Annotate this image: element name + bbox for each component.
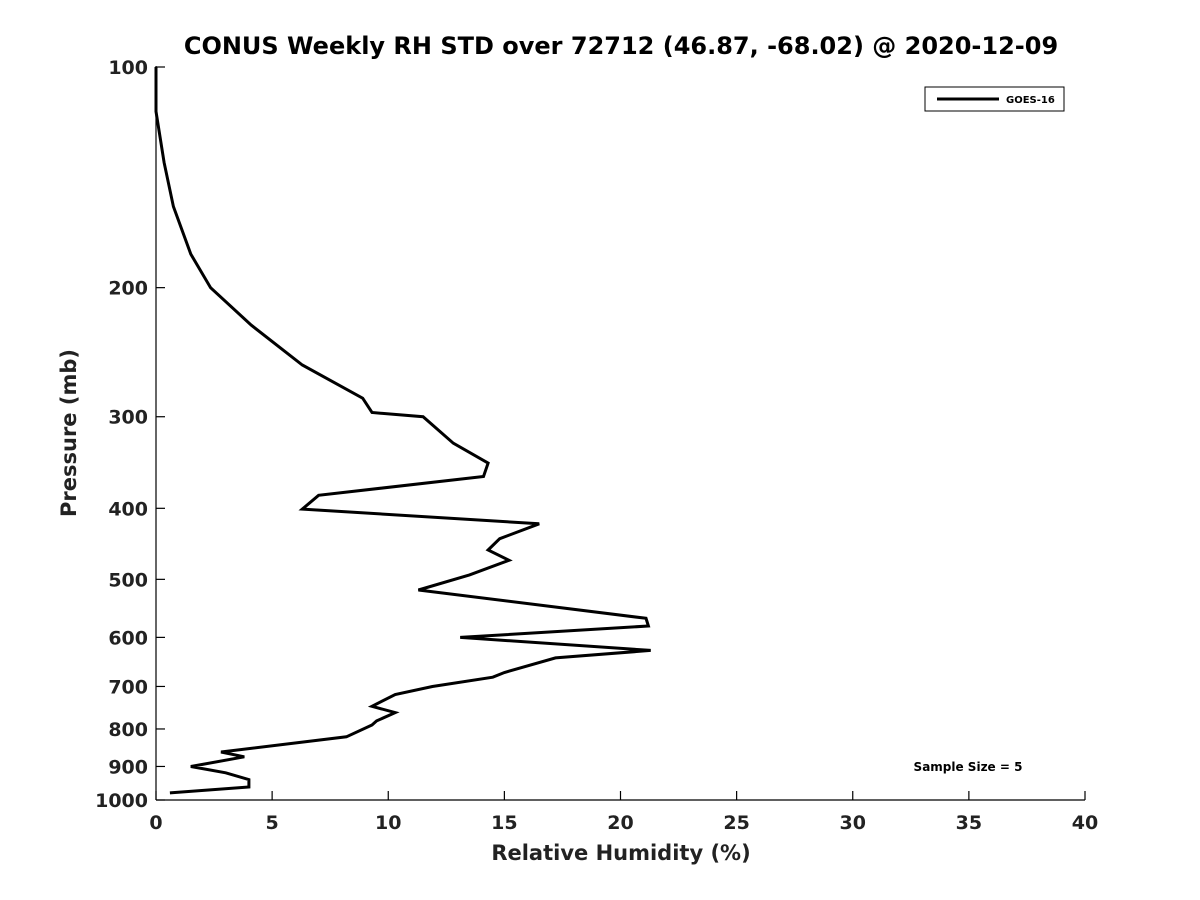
x-tick-label: 30 xyxy=(840,812,866,834)
y-axis-label: Pressure (mb) xyxy=(57,349,81,517)
y-tick-label: 800 xyxy=(108,719,148,741)
x-tick-label: 5 xyxy=(266,812,279,834)
x-tick-label: 35 xyxy=(956,812,982,834)
axes xyxy=(155,66,1085,801)
y-tick-label: 300 xyxy=(108,407,148,429)
x-tick-label: 15 xyxy=(491,812,517,834)
y-tick-label: 500 xyxy=(108,569,148,591)
x-tick-label: 0 xyxy=(149,812,162,834)
x-axis-label: Relative Humidity (%) xyxy=(491,841,750,865)
y-tick-label: 1000 xyxy=(95,790,148,812)
x-tick-label: 20 xyxy=(607,812,633,834)
y-tick-label: 600 xyxy=(108,627,148,649)
y-tick-label: 100 xyxy=(108,57,148,79)
y-tick-label: 400 xyxy=(108,498,148,520)
x-tick-label: 10 xyxy=(375,812,401,834)
chart-title: CONUS Weekly RH STD over 72712 (46.87, -… xyxy=(184,32,1058,60)
legend-label-goes-16: GOES-16 xyxy=(1006,95,1055,106)
series-line-goes-16 xyxy=(154,67,651,795)
y-tick-label: 900 xyxy=(108,756,148,778)
y-tick-label: 200 xyxy=(108,278,148,300)
sample-size-annotation: Sample Size = 5 xyxy=(914,760,1023,774)
x-tick-label: 40 xyxy=(1072,812,1098,834)
legend: GOES-16 xyxy=(924,86,1065,112)
x-tick-label: 25 xyxy=(723,812,749,834)
ticks: 0 5 10 15 20 25 30 35 40 100 200 300 400 500 600 700 800… xyxy=(95,57,1098,834)
y-tick-label: 700 xyxy=(108,676,148,698)
